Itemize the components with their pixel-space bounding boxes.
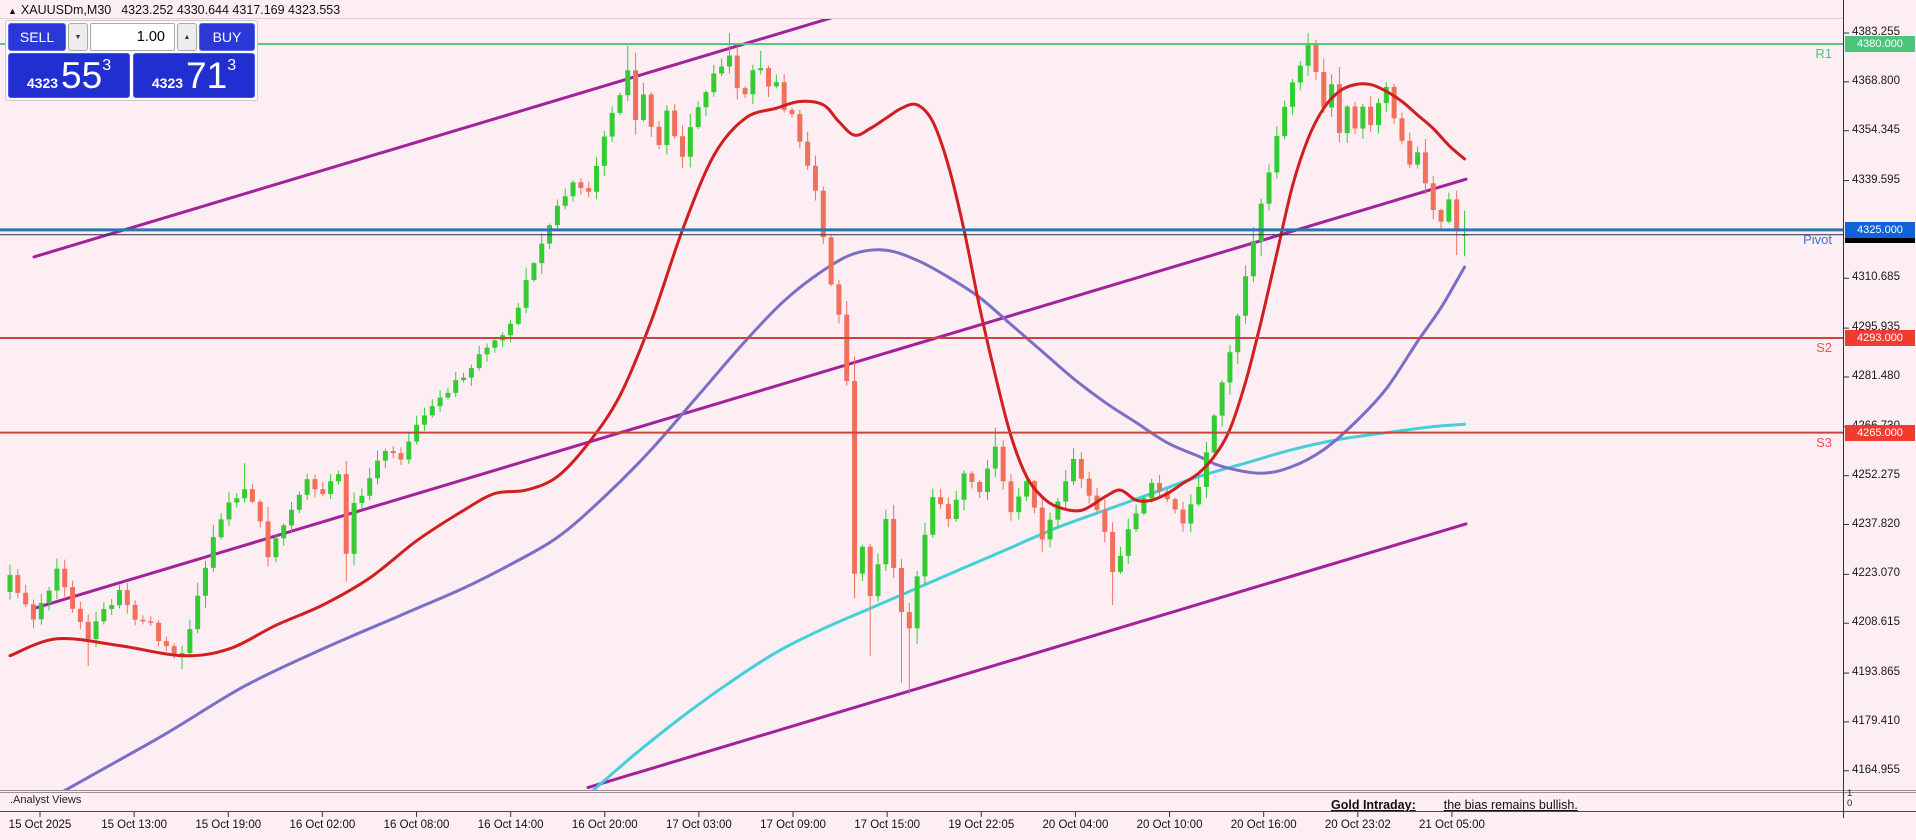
subwindow-scale-min: 0 [1847,797,1853,809]
buy-price-prefix: 4323 [151,75,184,91]
level-label-s3: S3 [1816,434,1832,450]
sell-button[interactable]: SELL [8,23,66,51]
price-badge-pivot: 4325.000 [1845,221,1915,238]
time-axis-label: 17 Oct 03:00 [665,819,732,831]
time-axis-label: 16 Oct 08:00 [383,819,450,831]
symbol-timeframe: XAUUSDm,M30 [20,3,112,17]
candles[interactable] [7,33,1468,695]
price-tick-label: 4368.800 [1852,74,1900,87]
indicator-label: .Analyst Views [10,794,82,806]
ma-fast-red[interactable] [8,82,1466,658]
price-badge-r1: 4380.000 [1845,36,1915,52]
quote-line: ▲ XAUUSDm,M30 4323.252 4330.644 4317.169 4… [8,3,340,17]
time-axis-label: 17 Oct 09:00 [760,819,826,831]
time-axis-label: 15 Oct 2025 [8,819,72,831]
time-axis-label: 21 Oct 05:00 [1419,819,1485,831]
time-axis-label: 20 Oct 04:00 [1042,819,1109,831]
triangle-up-icon: ▲ [183,33,191,41]
time-axis-label: 20 Oct 16:00 [1230,819,1297,831]
level-label-s2: S2 [1816,340,1832,356]
trendline-1[interactable] [32,15,840,259]
time-axis-label: 16 Oct 02:00 [289,819,356,831]
price-tick-label: 4237.820 [1852,517,1900,530]
price-tick-label: 4208.615 [1852,616,1900,629]
price-tick-label: 4383.255 [1852,25,1900,38]
triangle-down-icon: ▼ [74,33,82,41]
price-badge-s2: 4293.000 [1845,330,1915,347]
buy-price-panel[interactable]: 4323 71 3 [133,53,255,98]
buy-price-big: 71 [186,55,228,96]
volume-increase-button[interactable]: ▲ [177,23,197,51]
time-axis-label: 20 Oct 23:02 [1324,819,1391,831]
price-tick-label: 4193.865 [1852,666,1900,679]
time-axis-label: 16 Oct 20:00 [571,819,638,831]
trendline-2[interactable] [32,177,1468,610]
time-axis-label: 15 Oct 13:00 [101,819,168,831]
sell-price-big: 55 [61,55,103,96]
price-tick-label: 4179.410 [1852,714,1900,727]
ma-mid-purple[interactable] [10,248,1466,822]
analyst-note: Gold Intraday: the bias remains bullish. [1331,798,1578,812]
analyst-note-title: Gold Intraday: [1331,798,1416,812]
price-tick-label: 4354.345 [1852,123,1900,136]
sell-price-panel[interactable]: 4323 55 3 [8,53,130,98]
price-tick-label: 4252.275 [1852,468,1900,481]
level-label-r1: R1 [1815,46,1832,61]
plot-area[interactable] [7,15,1468,822]
buy-price-sup: 3 [227,57,237,74]
trendline-3[interactable] [586,522,1468,790]
time-axis-label: 19 Oct 22:05 [948,819,1015,831]
sell-price-sup: 3 [102,57,112,74]
price-tick-label: 4339.595 [1852,173,1900,186]
buy-button[interactable]: BUY [199,23,255,51]
time-axis-label: 16 Oct 14:00 [477,819,544,831]
analyst-note-text: the bias remains bullish. [1443,798,1578,812]
subwindow-scale-max: 1 [1847,788,1853,799]
price-tick-label: 4281.480 [1852,369,1900,382]
symbol-collapse-arrow-icon[interactable]: ▲ [8,6,17,16]
price-tick-label: 4223.070 [1852,567,1900,580]
volume-input[interactable] [90,23,175,51]
price-badge-s3: 4265.000 [1845,424,1915,441]
time-axis-label: 17 Oct 15:00 [854,819,921,831]
volume-decrease-button[interactable]: ▼ [68,23,88,51]
price-tick-label: 4164.955 [1852,763,1900,776]
subwindow-scale: 1 0 [1847,789,1852,808]
sell-price-prefix: 4323 [26,75,59,91]
time-axis-label: 15 Oct 19:00 [195,819,262,831]
time-axis-label: 20 Oct 10:00 [1136,819,1203,831]
level-label-pivot: Pivot [1803,231,1832,247]
price-tick-label: 4310.685 [1852,271,1900,284]
quote-ohlc: 4323.252 4330.644 4317.169 4323.553 [121,3,341,17]
